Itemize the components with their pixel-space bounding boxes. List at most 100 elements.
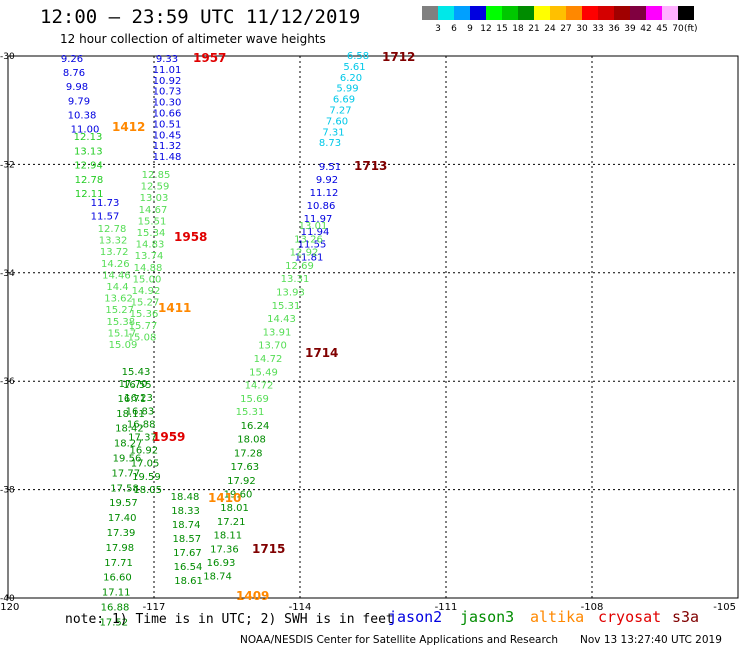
swh-value: 18.05 — [133, 485, 162, 496]
swh-value: 18.11 — [213, 531, 242, 542]
swh-value: 18.33 — [171, 506, 200, 517]
time-label: 1409 — [236, 589, 269, 603]
satellite-label-jason2: jason2 — [388, 608, 443, 626]
swh-value: 10.51 — [153, 119, 182, 130]
x-tick-label: -120 — [0, 602, 19, 613]
legend-label: 12 — [480, 24, 492, 34]
legend-label: 39 — [624, 24, 636, 34]
swh-value: 13.03 — [140, 193, 169, 204]
swh-value: 11.57 — [91, 212, 120, 223]
legend-swatch — [678, 6, 694, 20]
legend-swatch — [614, 6, 630, 20]
satellite-label-altika: altika — [530, 608, 585, 626]
swh-value: 17.36 — [210, 544, 239, 555]
swh-value: 15.27 — [131, 298, 160, 309]
swh-value: 7.27 — [329, 106, 351, 117]
swh-value: 14.46 — [102, 270, 131, 281]
swh-value: 11.01 — [153, 65, 182, 76]
swh-value: 16.55 — [123, 380, 152, 391]
legend-unit: (ft) — [684, 24, 698, 34]
x-tick-label: -105 — [713, 602, 736, 613]
time-label: 1715 — [252, 542, 285, 556]
swh-value: 13.31 — [281, 274, 310, 285]
time-label: 1411 — [158, 301, 191, 315]
legend-swatch — [598, 6, 614, 20]
swh-value: 12.85 — [142, 170, 171, 181]
swh-value: 17.77 — [111, 468, 140, 479]
swh-value: 13.13 — [74, 146, 103, 157]
swh-value: 7.60 — [326, 116, 348, 127]
swh-value: 11.32 — [153, 141, 182, 152]
swh-value: 12.59 — [141, 182, 170, 193]
swh-value: 18.11 — [116, 409, 145, 420]
swh-value: 16.60 — [103, 573, 132, 584]
time-label: 1410 — [208, 491, 241, 505]
swh-value: 15.69 — [240, 394, 269, 405]
swh-value: 16.23 — [124, 393, 153, 404]
swh-value: 18.57 — [172, 534, 201, 545]
swh-value: 17.67 — [173, 548, 202, 559]
swh-value: 15.43 — [122, 367, 151, 378]
time-label: 1714 — [305, 346, 338, 360]
swh-value: 12.13 — [74, 132, 103, 143]
legend-label: 3 — [435, 24, 441, 34]
swh-value: 13.93 — [276, 288, 305, 299]
swh-value: 6.58 — [347, 51, 369, 62]
swh-value: 14.72 — [254, 354, 283, 365]
satellite-label-cryosat: cryosat — [598, 608, 662, 626]
swh-value: 17.63 — [230, 462, 259, 473]
swh-value: 17.39 — [107, 528, 136, 539]
swh-value: 17.98 — [105, 543, 134, 554]
x-tick-label: -117 — [143, 602, 166, 613]
legend-swatch — [646, 6, 662, 20]
swh-value: 12.94 — [74, 161, 103, 172]
swh-value: 17.05 — [131, 459, 160, 470]
swh-value: 9.92 — [316, 175, 338, 186]
swh-value: 13.70 — [258, 341, 287, 352]
swh-value: 6.69 — [333, 95, 355, 106]
legend-swatch — [502, 6, 518, 20]
swh-value: 18.27 — [114, 439, 143, 450]
swh-value: 16.54 — [174, 562, 203, 573]
swh-value: 12.92 — [290, 248, 319, 259]
swh-value: 13.72 — [100, 247, 129, 258]
swh-value: 16.92 — [129, 446, 158, 457]
legend-label: 9 — [467, 24, 473, 34]
swh-value: 17.37 — [128, 433, 157, 444]
swh-value: 11.12 — [310, 188, 339, 199]
legend-swatch — [550, 6, 566, 20]
legend-swatch — [438, 6, 454, 20]
swh-value: 19.56 — [113, 454, 142, 465]
legend-label: 21 — [528, 24, 540, 34]
swh-value: 14.88 — [134, 263, 163, 274]
swh-value: 16.83 — [126, 406, 155, 417]
y-tick-label: -32 — [0, 160, 15, 170]
y-tick-label: -40 — [0, 594, 15, 604]
swh-value: 12.78 — [75, 175, 104, 186]
swh-value: 10.38 — [68, 110, 97, 121]
swh-value: 16.88 — [127, 419, 156, 430]
generated-timestamp: Nov 13 13:27:40 UTC 2019 — [580, 634, 722, 646]
swh-value: 16.88 — [101, 603, 130, 614]
swh-value: 14.4 — [106, 282, 128, 293]
swh-value: 15.34 — [137, 228, 166, 239]
swh-value: 15.31 — [272, 301, 301, 312]
legend-swatch — [518, 6, 534, 20]
legend-swatch — [454, 6, 470, 20]
swh-value: 10.86 — [307, 201, 336, 212]
swh-value: 15.27 — [105, 305, 134, 316]
legend-label: 42 — [640, 24, 652, 34]
swh-value: 19.57 — [109, 498, 138, 509]
swh-value: 15.77 — [129, 321, 158, 332]
legend-swatch — [630, 6, 646, 20]
swh-value: 18.61 — [174, 576, 203, 587]
legend-swatch — [422, 6, 438, 20]
swh-value: 15.31 — [236, 407, 265, 418]
swh-value: 18.08 — [237, 435, 266, 446]
satellite-label-s3a: s3a — [672, 608, 700, 626]
x-tick-label: -111 — [435, 602, 458, 613]
swh-value: 10.73 — [153, 87, 182, 98]
map-frame — [7, 55, 739, 599]
legend-swatch — [470, 6, 486, 20]
